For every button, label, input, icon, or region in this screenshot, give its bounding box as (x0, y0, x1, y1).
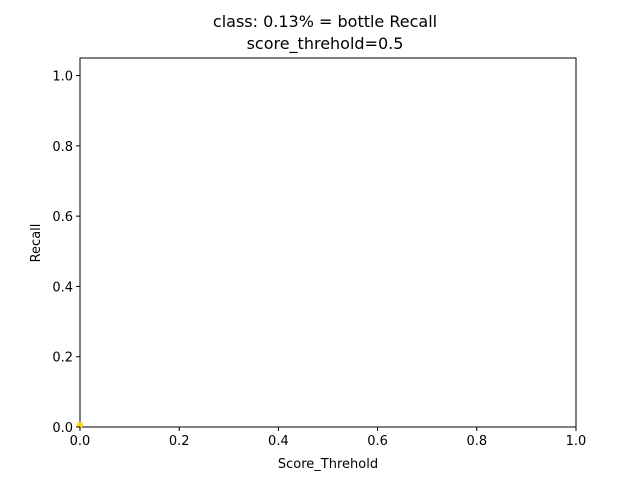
y-axis: 0.0 0.2 0.4 0.6 0.8 1.0 (52, 70, 80, 436)
y-tick-label: 0.4 (52, 280, 73, 295)
x-tick-label: 1.0 (566, 434, 587, 449)
plot-frame (79, 57, 577, 428)
x-tick-label: 0.4 (268, 434, 289, 449)
y-tick-label: 0.6 (52, 210, 73, 225)
chart-subtitle: score_threhold=0.5 (246, 34, 404, 53)
x-axis: 0.0 0.2 0.4 0.6 0.8 1.0 (70, 427, 587, 449)
chart-title: class: 0.13% = bottle Recall (212, 12, 438, 31)
y-axis-label: Recall (29, 224, 44, 263)
x-axis-label: Score_Threhold (278, 457, 378, 472)
plot-area (77, 57, 577, 428)
y-tick-label: 0.0 (52, 421, 73, 436)
x-tick-label: 0.0 (70, 434, 91, 449)
y-tick-label: 1.0 (52, 70, 73, 85)
x-tick-label: 0.8 (466, 434, 487, 449)
y-tick-label: 0.2 (52, 351, 73, 366)
x-tick-label: 0.6 (367, 434, 388, 449)
x-tick-label: 0.2 (169, 434, 190, 449)
y-tick-label: 0.8 (52, 140, 73, 155)
